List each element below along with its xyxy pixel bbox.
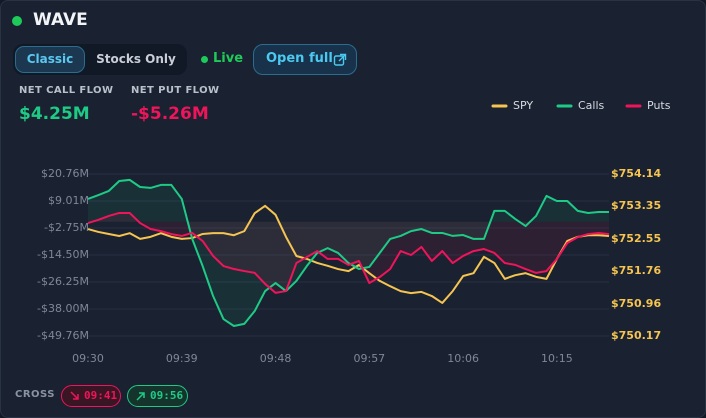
status-dot [12,16,22,26]
cross-badge[interactable]: 09:41 [61,385,121,407]
y-tick-label: -$49.76M [37,329,89,342]
y2-tick-label: $752.55 [611,232,661,245]
y2-tick-label: $750.96 [611,297,661,310]
open-full-label[interactable]: Open full [266,51,333,66]
x-tick-label: 10:15 [541,352,573,365]
y-tick-label: -$26.25M [37,275,89,288]
y2-tick-label: $753.35 [611,199,661,212]
down-arrow-icon [70,391,79,400]
live-status: Live [213,51,244,66]
stat-value: $4.25M [19,104,90,124]
x-tick-label: 10:06 [447,352,479,365]
y2-tick-label: $751.76 [611,264,661,277]
series-line [87,211,610,294]
x-tick-label: 09:39 [166,352,198,365]
live-dot [201,56,208,63]
series-line [87,204,610,304]
tab-stocks-only[interactable]: Stocks Only [96,52,176,66]
y-tick-label: -$14.50M [37,248,89,261]
y-tick-label: $9.01M [48,194,89,207]
x-tick-label: 09:48 [260,352,292,365]
area-fill [88,212,609,293]
y-tick-label: $20.76M [41,167,89,180]
series-line [87,178,609,327]
legend-label: Calls [578,99,605,112]
open-full-button[interactable] [253,44,357,75]
legend-label: SPY [513,99,533,112]
y-tick-label: -$38.00M [37,302,89,315]
cross-label: CROSS [15,389,55,400]
area-fill [88,179,609,326]
x-tick-label: 09:57 [353,352,385,365]
stat-value: -$5.26M [131,104,209,124]
x-tick-label: 09:30 [72,352,104,365]
y2-tick-label: $750.17 [611,329,661,342]
stat-label: NET CALL FLOW [19,85,114,96]
legend-label: Puts [647,99,671,112]
y2-tick-label: $754.14 [611,167,661,180]
widget-title: WAVE [33,10,88,30]
up-arrow-icon [136,392,145,401]
external-link-icon [333,53,347,66]
cross-time: 09:56 [150,389,184,402]
y-tick-label: -$2.75M [44,221,89,234]
cross-time: 09:41 [84,389,118,402]
cross-badge[interactable]: 09:56 [127,385,188,407]
tab-classic[interactable]: Classic [15,46,85,73]
stat-label: NET PUT FLOW [131,85,220,96]
